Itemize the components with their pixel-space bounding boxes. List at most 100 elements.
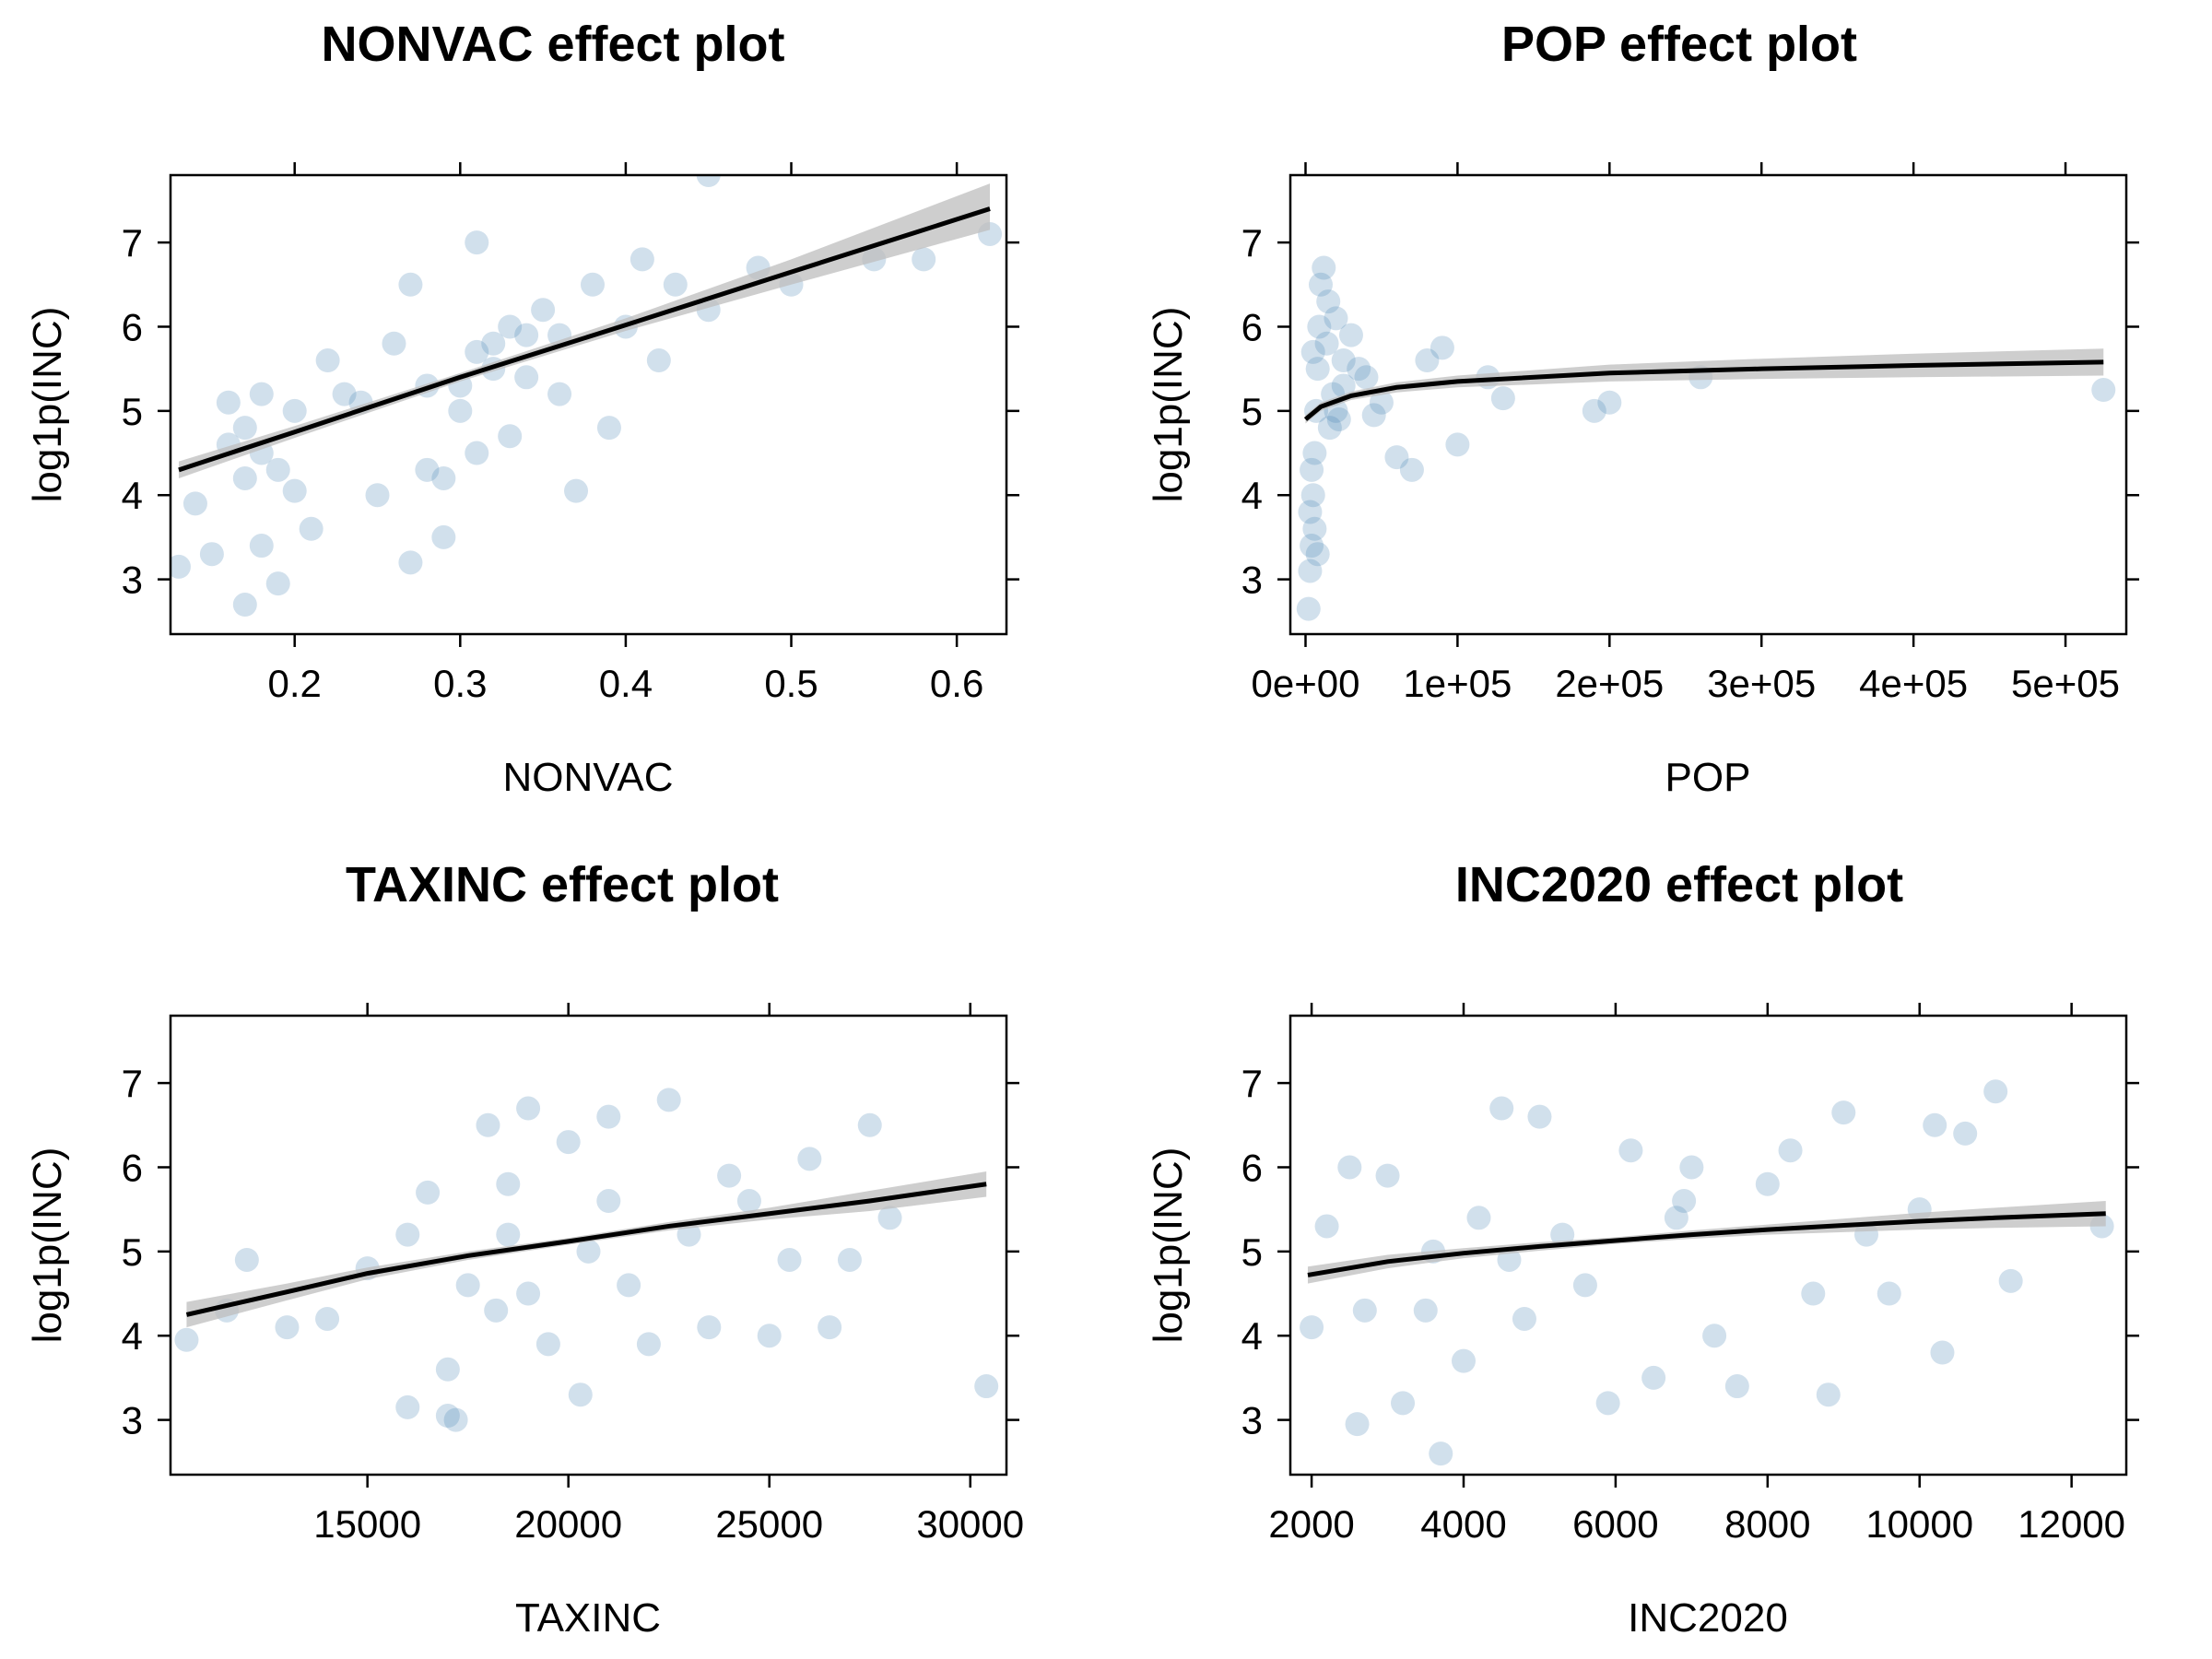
chart-marks: 0e+00 1e+05 2e+05 3e+05 4e+05 5e+05 3 4 5 6 7 <box>1241 162 2139 705</box>
data-point <box>1466 1206 1491 1230</box>
data-point <box>1998 1268 2023 1293</box>
data-point <box>717 1163 742 1188</box>
data-point <box>1384 445 1409 470</box>
x-tick-label: 12000 <box>2018 1502 2125 1546</box>
data-point <box>576 1239 601 1264</box>
data-point <box>912 247 936 272</box>
data-point <box>182 491 207 516</box>
data-point <box>234 1247 259 1272</box>
data-point <box>465 230 489 255</box>
data-point <box>1338 323 1363 347</box>
y-axis-label: log1p(INC) <box>25 1147 70 1344</box>
x-tick-label: 2e+05 <box>1555 662 1664 705</box>
confidence-band <box>178 183 991 478</box>
data-point <box>443 1407 468 1432</box>
data-point <box>1778 1138 1803 1163</box>
x-tick-label: 4000 <box>1420 1502 1506 1546</box>
panel-title: POP effect plot <box>1501 17 1857 72</box>
data-point <box>1724 1374 1749 1399</box>
data-point <box>1429 1441 1453 1466</box>
data-point <box>199 542 224 567</box>
x-tick-label: 5e+05 <box>2011 662 2120 705</box>
data-point <box>877 1206 902 1230</box>
data-point <box>757 1324 782 1348</box>
data-point <box>332 382 357 406</box>
data-point <box>1702 1324 1727 1348</box>
y-tick-label: 4 <box>1241 474 1263 517</box>
x-tick-label: 3e+05 <box>1707 662 1816 705</box>
data-point <box>1324 306 1348 331</box>
data-point <box>282 398 307 423</box>
data-point <box>1347 357 1371 382</box>
plot-area <box>1300 1079 2114 1466</box>
y-tick-label: 4 <box>122 474 143 517</box>
data-point <box>315 348 340 373</box>
data-point <box>1983 1079 2008 1104</box>
data-point <box>435 1357 460 1382</box>
data-point <box>1354 365 1379 390</box>
data-point <box>857 1112 882 1137</box>
y-tick-label: 3 <box>122 559 143 602</box>
data-point <box>265 457 290 482</box>
plot-area <box>174 1088 999 1432</box>
data-point <box>431 524 456 549</box>
data-point <box>1512 1306 1536 1331</box>
y-tick-label: 3 <box>1241 1399 1263 1442</box>
data-point <box>1672 1189 1697 1214</box>
x-tick-label: 20000 <box>514 1502 622 1546</box>
y-tick-label: 5 <box>122 390 143 433</box>
data-point <box>646 348 671 373</box>
x-tick-label: 25000 <box>715 1502 823 1546</box>
data-point <box>1831 1100 1856 1125</box>
y-tick-label: 6 <box>122 305 143 348</box>
panel-title: INC2020 effect plot <box>1455 857 1903 912</box>
data-point <box>1337 1155 1362 1180</box>
data-point <box>837 1247 862 1272</box>
data-point <box>580 272 605 297</box>
data-point <box>663 272 688 297</box>
fit-line <box>1307 1211 2106 1277</box>
data-point <box>476 1112 500 1137</box>
chart-marks: 15000 20000 25000 30000 3 4 5 6 7 <box>122 1003 1024 1546</box>
data-point <box>315 1306 340 1331</box>
data-point <box>465 339 489 364</box>
data-point <box>1314 331 1339 356</box>
data-point <box>1816 1382 1841 1407</box>
fit-line <box>1303 359 2104 421</box>
data-point <box>1755 1171 1780 1196</box>
data-point <box>1595 1391 1620 1416</box>
data-point <box>736 1189 761 1214</box>
data-point <box>1308 272 1333 297</box>
data-point <box>1490 386 1515 411</box>
data-point <box>481 331 506 356</box>
data-point <box>556 1130 581 1155</box>
data-point <box>232 465 257 490</box>
data-point <box>1597 390 1622 415</box>
data-point <box>1527 1104 1552 1129</box>
data-point <box>514 323 539 347</box>
data-point <box>516 1096 541 1121</box>
data-point <box>435 1404 460 1429</box>
data-point <box>1331 348 1356 373</box>
y-tick-label: 5 <box>1241 390 1263 433</box>
x-tick-label: 10000 <box>1865 1502 1973 1546</box>
data-point <box>1451 1348 1476 1373</box>
data-point <box>1877 1281 1901 1306</box>
y-tick-label: 4 <box>1241 1314 1263 1358</box>
data-point <box>382 331 406 356</box>
data-point <box>1489 1096 1514 1121</box>
panel-title: NONVAC effect plot <box>321 17 784 72</box>
data-point <box>395 1222 420 1247</box>
x-axis-label: TAXINC <box>515 1595 661 1641</box>
panel-inc2020: INC2020 effect plot INC2020 log1p(INC) 2… <box>1146 857 2139 1641</box>
data-point <box>416 1180 441 1205</box>
data-point <box>1641 1365 1666 1390</box>
data-point <box>174 1327 199 1352</box>
fit-line <box>178 206 991 473</box>
x-axis-label: INC2020 <box>1628 1595 1788 1641</box>
y-axis-label: log1p(INC) <box>25 307 70 503</box>
data-point <box>596 416 621 441</box>
x-axis-label: NONVAC <box>503 755 674 800</box>
data-point <box>1300 457 1324 482</box>
